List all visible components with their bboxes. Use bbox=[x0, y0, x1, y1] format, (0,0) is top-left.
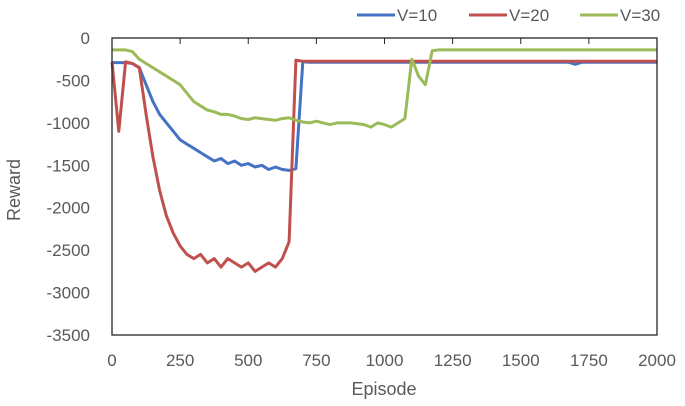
x-axis-label: Episode bbox=[351, 379, 416, 399]
series-line-v-20 bbox=[110, 58, 657, 273]
y-axis-label: Reward bbox=[4, 159, 24, 221]
y-tick-label: -500 bbox=[56, 71, 90, 90]
y-tick-label: -3500 bbox=[47, 326, 90, 345]
x-tick-label: 1750 bbox=[570, 351, 608, 370]
y-tick-label: -2000 bbox=[47, 199, 90, 218]
y-tick-label: -2500 bbox=[47, 241, 90, 260]
series-line-v-30 bbox=[112, 48, 657, 129]
x-tick-label: 2000 bbox=[638, 351, 676, 370]
x-tick-label: 1000 bbox=[366, 351, 404, 370]
y-tick-label: 0 bbox=[81, 29, 90, 48]
y-tick-label: -1500 bbox=[47, 156, 90, 175]
legend-label: V=30 bbox=[620, 6, 660, 25]
series-line-v-10 bbox=[112, 60, 657, 172]
legend: V=10 V=20 V=30 bbox=[357, 6, 660, 25]
y-tick-label: -3000 bbox=[47, 284, 90, 303]
legend-label: V=20 bbox=[509, 6, 549, 25]
series-layer bbox=[110, 48, 657, 273]
x-tick-label: 750 bbox=[302, 351, 330, 370]
y-tick-label: -1000 bbox=[47, 114, 90, 133]
x-tick-label: 250 bbox=[166, 351, 194, 370]
x-tick-label: 1500 bbox=[502, 351, 540, 370]
x-tick-label: 0 bbox=[107, 351, 116, 370]
x-tick-label: 500 bbox=[234, 351, 262, 370]
plot-area-border bbox=[111, 37, 658, 336]
x-tick-label: 1250 bbox=[434, 351, 472, 370]
x-axis: 0 250 500 750 1000 1250 1500 1750 2000 bbox=[107, 38, 676, 370]
legend-label: V=10 bbox=[397, 6, 437, 25]
y-axis: 0 -500 -1000 -1500 -2000 -2500 -3000 -3500 bbox=[47, 29, 90, 345]
